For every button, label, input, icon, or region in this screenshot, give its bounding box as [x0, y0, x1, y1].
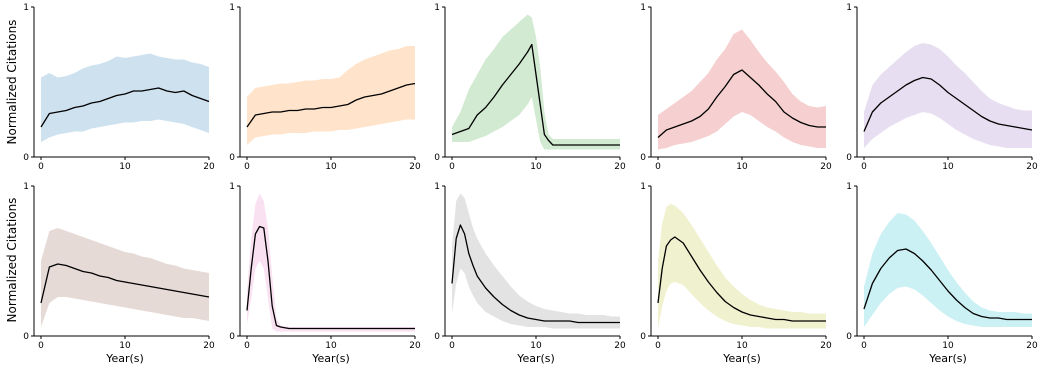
- x-axis-label: Year(s): [311, 352, 350, 365]
- y-tick-label: 0: [434, 332, 440, 342]
- x-tick-label: 10: [736, 341, 748, 351]
- y-tick-label: 1: [229, 3, 235, 13]
- confidence-band: [41, 53, 209, 142]
- confidence-band: [864, 213, 1032, 327]
- x-tick-label: 10: [942, 341, 954, 351]
- y-tick-label: 0: [23, 332, 29, 342]
- x-tick-label: 20: [409, 341, 421, 351]
- y-tick-label: 1: [23, 182, 29, 192]
- y-tick-label: 0: [23, 153, 29, 163]
- x-axis-label: Year(s): [928, 352, 967, 365]
- x-tick-label: 20: [614, 341, 626, 351]
- x-tick-label: 20: [203, 341, 215, 351]
- panel-2: 010 10 20: [229, 3, 421, 172]
- x-tick-label: 10: [736, 162, 748, 172]
- panel-4: 010 10 20: [640, 3, 832, 172]
- confidence-band: [658, 204, 826, 329]
- x-tick-label: 20: [1026, 341, 1038, 351]
- y-tick-label: 1: [846, 182, 852, 192]
- confidence-band: [864, 43, 1032, 148]
- mean-line: [40, 87, 210, 128]
- y-tick-label: 1: [23, 3, 29, 13]
- mean-line: [246, 225, 415, 330]
- confidence-band: [658, 29, 826, 150]
- mean-line: [40, 263, 210, 304]
- y-tick-label: 0: [434, 153, 440, 163]
- y-axis-label-row2: Normalized Citations: [5, 198, 19, 323]
- confidence-band: [452, 14, 620, 150]
- y-tick-label: 1: [640, 182, 646, 192]
- confidence-band: [247, 46, 415, 145]
- x-tick-label: 20: [820, 162, 832, 172]
- y-tick-label: 0: [229, 153, 235, 163]
- x-tick-label: 0: [861, 341, 867, 351]
- y-tick-label: 0: [846, 153, 852, 163]
- mean-line: [246, 82, 416, 128]
- x-tick-label: 0: [861, 162, 867, 172]
- x-tick-label: 0: [449, 341, 455, 351]
- mean-line: [451, 224, 620, 324]
- x-tick-label: 10: [530, 341, 542, 351]
- x-tick-label: 10: [325, 162, 337, 172]
- y-tick-label: 0: [229, 332, 235, 342]
- y-tick-label: 1: [434, 3, 440, 13]
- x-tick-label: 20: [1026, 162, 1038, 172]
- x-tick-label: 10: [325, 341, 337, 351]
- x-tick-label: 0: [655, 162, 661, 172]
- y-tick-label: 1: [229, 182, 235, 192]
- x-tick-label: 20: [614, 162, 626, 172]
- y-tick-label: 1: [434, 182, 440, 192]
- y-tick-label: 0: [640, 153, 646, 163]
- x-tick-label: 0: [449, 162, 455, 172]
- panel-3: 010 10 20: [434, 3, 626, 172]
- panel-5: 010 10 20: [846, 3, 1038, 172]
- panel-1: 010 10 20: [23, 3, 215, 172]
- x-tick-label: 10: [942, 162, 954, 172]
- x-tick-label: 10: [119, 341, 131, 351]
- confidence-band: [41, 228, 209, 327]
- y-tick-label: 0: [846, 332, 852, 342]
- x-axis-label: Year(s): [516, 352, 555, 365]
- x-tick-label: 20: [409, 162, 421, 172]
- x-axis-label: Year(s): [105, 352, 144, 365]
- x-tick-label: 20: [203, 162, 215, 172]
- mean-line: [451, 43, 620, 146]
- x-tick-label: 10: [119, 162, 131, 172]
- mean-line: [657, 69, 826, 138]
- x-tick-label: 0: [655, 341, 661, 351]
- mean-line: [863, 76, 1033, 132]
- y-tick-label: 1: [846, 3, 852, 13]
- x-axis-label: Year(s): [722, 352, 761, 365]
- x-tick-label: 20: [820, 341, 832, 351]
- confidence-band: [452, 193, 620, 329]
- y-tick-label: 1: [640, 3, 646, 13]
- mean-line: [657, 236, 826, 322]
- x-tick-label: 0: [38, 341, 44, 351]
- mean-line: [863, 248, 1032, 321]
- x-tick-label: 0: [38, 162, 44, 172]
- y-tick-label: 0: [640, 332, 646, 342]
- y-axis-label-row1: Normalized Citations: [5, 20, 19, 145]
- x-tick-label: 0: [244, 162, 250, 172]
- confidence-band: [247, 193, 415, 332]
- x-tick-label: 0: [244, 341, 250, 351]
- x-tick-label: 10: [530, 162, 542, 172]
